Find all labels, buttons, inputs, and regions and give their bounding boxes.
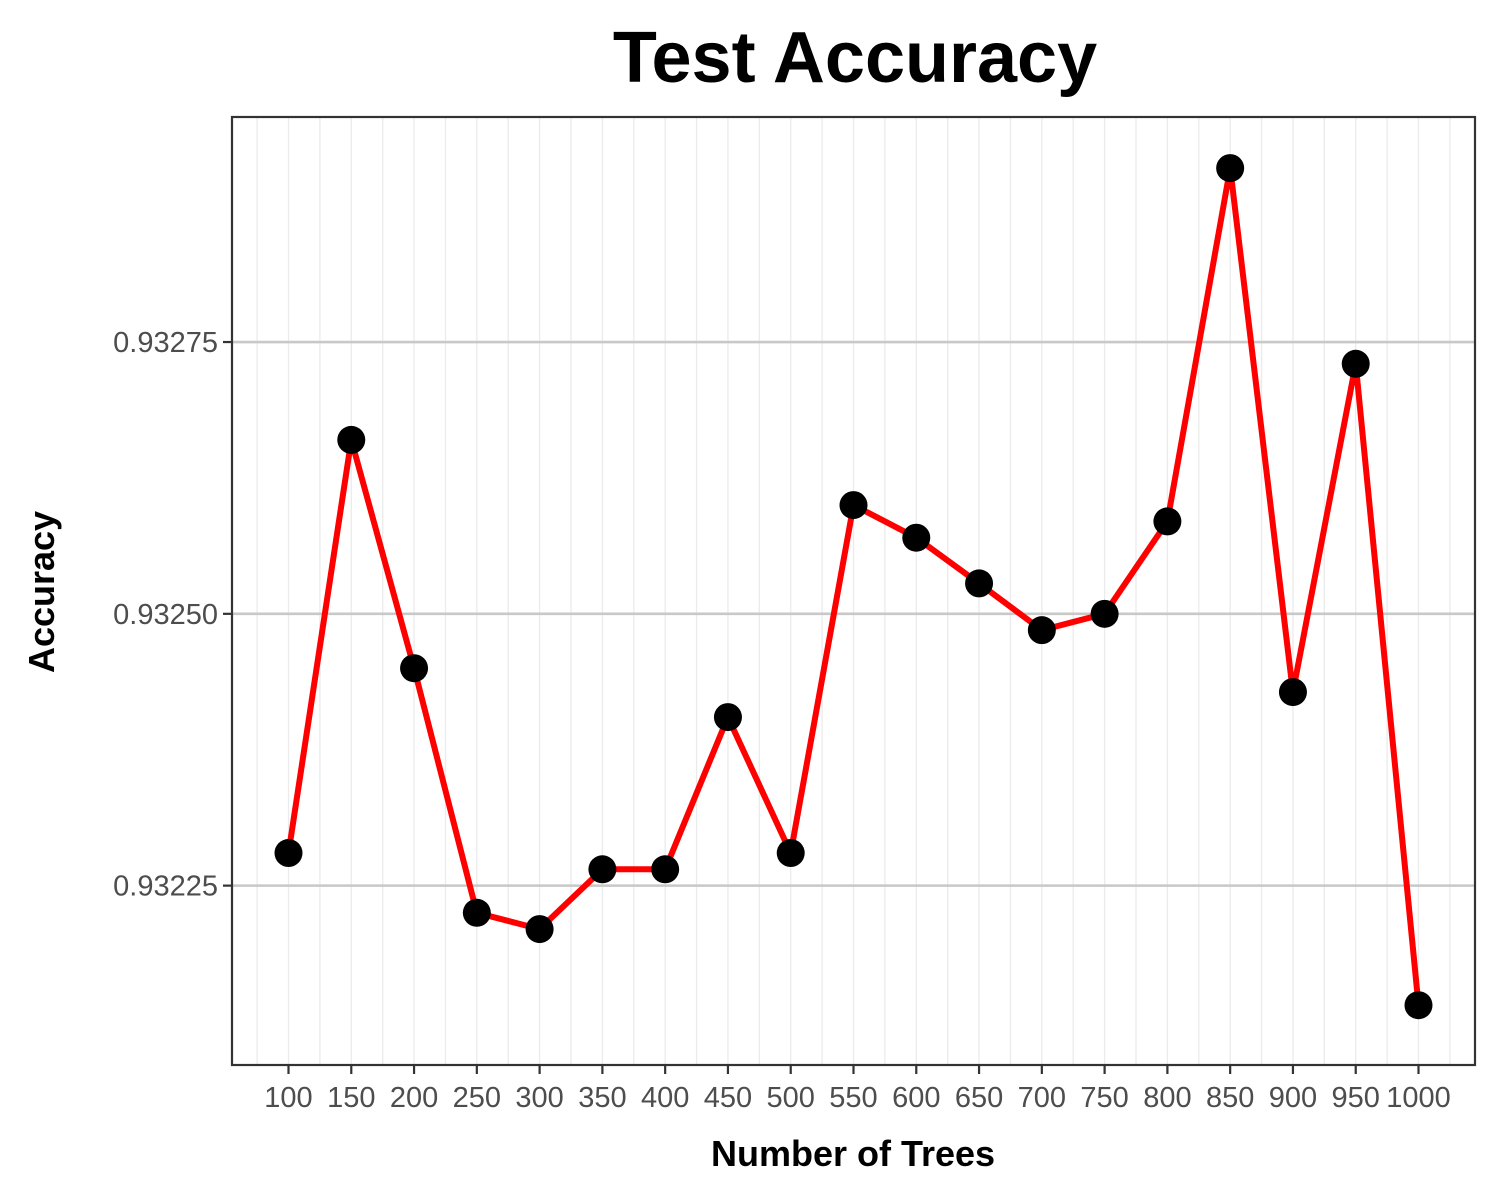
data-point — [337, 425, 366, 454]
x-tick-label: 250 — [453, 1082, 501, 1114]
data-point — [839, 491, 868, 520]
x-tick-label: 200 — [390, 1082, 438, 1114]
data-point — [525, 915, 554, 944]
chart-title: Test Accuracy — [613, 18, 1097, 98]
data-point — [776, 839, 805, 868]
x-tick-label: 400 — [641, 1082, 689, 1114]
minor-gridlines — [256, 117, 1451, 1065]
x-tick-label: 1000 — [1386, 1082, 1451, 1114]
x-tick-label: 850 — [1206, 1082, 1254, 1114]
data-point — [1090, 599, 1119, 628]
data-point — [1153, 507, 1182, 536]
x-tick-label: 500 — [767, 1082, 815, 1114]
data-series — [274, 154, 1433, 1020]
data-point — [1341, 349, 1370, 378]
data-point — [462, 898, 491, 927]
x-tick-label: 650 — [955, 1082, 1003, 1114]
x-tick-label: 750 — [1080, 1082, 1128, 1114]
data-point — [651, 855, 680, 884]
x-tick-label: 150 — [327, 1082, 375, 1114]
data-point — [1216, 154, 1245, 183]
x-tick-label: 550 — [829, 1082, 877, 1114]
x-tick-label: 700 — [1018, 1082, 1066, 1114]
data-point — [965, 569, 994, 598]
x-tick-label: 900 — [1269, 1082, 1317, 1114]
x-tick-label: 950 — [1332, 1082, 1380, 1114]
x-axis: 100 150 200 250 300 350 400 450 500 550 600 650 700 7… — [264, 1065, 1451, 1114]
x-tick-label: 600 — [892, 1082, 940, 1114]
data-point — [902, 523, 931, 552]
x-tick-label: 300 — [515, 1082, 563, 1114]
x-tick-label: 350 — [578, 1082, 626, 1114]
x-tick-label: 100 — [264, 1082, 312, 1114]
y-tick-label: 0.93275 — [113, 327, 218, 359]
y-tick-label: 0.93225 — [113, 871, 218, 903]
x-tick-label: 450 — [704, 1082, 752, 1114]
x-axis-title: Number of Trees — [711, 1133, 995, 1174]
x-tick-label: 800 — [1143, 1082, 1191, 1114]
y-axis: 0.93225 0.93250 0.93275 — [113, 327, 232, 903]
y-tick-label: 0.93250 — [113, 599, 218, 631]
data-point — [588, 855, 617, 884]
data-point — [713, 703, 742, 732]
data-point — [1027, 616, 1056, 645]
data-point — [1404, 991, 1433, 1020]
major-gridlines — [232, 340, 1475, 887]
data-point — [1278, 678, 1307, 707]
y-axis-title: Accuracy — [21, 511, 62, 673]
data-point — [274, 839, 303, 868]
data-point — [400, 654, 429, 683]
